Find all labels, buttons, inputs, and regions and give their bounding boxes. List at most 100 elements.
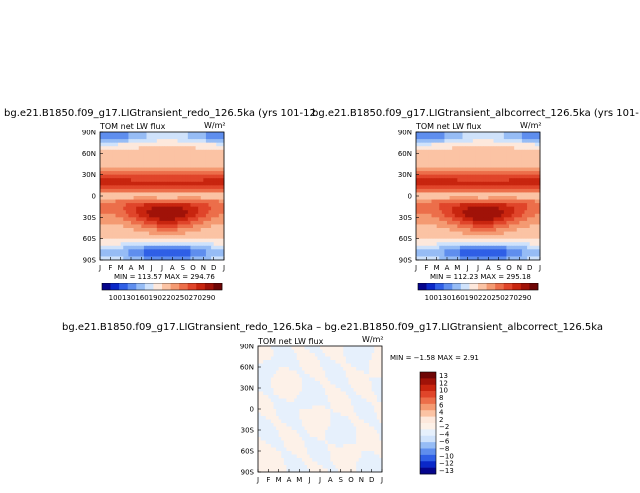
field-cell [363, 356, 367, 361]
field-cell [534, 210, 538, 215]
field-cell [107, 164, 111, 168]
field-cell [527, 188, 531, 193]
field-cell [371, 363, 375, 368]
field-cell [353, 419, 357, 424]
field-cell [416, 256, 419, 261]
field-cell [107, 185, 111, 190]
field-cell [263, 437, 267, 441]
field-cell [527, 206, 531, 211]
field-cell [338, 416, 342, 420]
field-cell [138, 196, 142, 200]
field-cell [187, 171, 191, 176]
field-cell [185, 224, 189, 229]
field-cell [330, 444, 334, 448]
field-cell [356, 426, 360, 431]
field-cell [120, 153, 124, 158]
field-cell [379, 440, 383, 445]
field-cell [475, 139, 479, 144]
field-cell [454, 213, 458, 218]
field-cell [213, 245, 217, 250]
field-cell [340, 349, 344, 354]
field-cell [141, 146, 145, 151]
field-cell [436, 160, 440, 165]
field-cell [309, 398, 313, 403]
field-cell [182, 252, 186, 257]
field-cell [198, 178, 202, 183]
field-cell [493, 210, 497, 215]
field-cell [187, 231, 191, 236]
field-cell [434, 181, 438, 186]
field-cell [338, 395, 342, 399]
field-cell [203, 235, 207, 240]
field-cell [358, 363, 362, 368]
field-cell [146, 188, 150, 193]
field-cell [110, 171, 114, 176]
field-cell [211, 192, 215, 197]
field-cell [164, 164, 168, 168]
field-cell [361, 381, 365, 385]
field-cell [524, 196, 528, 200]
field-cell [294, 363, 298, 368]
field-cell [532, 242, 536, 247]
field-cell [348, 367, 352, 371]
panel1-colorbar: 100 130 160 190 220 250 270 290 [101, 283, 223, 302]
field-cell [190, 213, 194, 218]
field-cell [131, 160, 134, 165]
field-cell [351, 377, 354, 382]
field-cell [314, 402, 318, 406]
field-cell [195, 132, 199, 136]
field-cell [309, 349, 313, 354]
field-cell [516, 245, 520, 250]
field-cell [519, 220, 523, 225]
field-cell [203, 224, 207, 229]
field-cell [345, 363, 349, 368]
field-cell [180, 213, 184, 218]
field-cell [416, 228, 419, 232]
field-cell [529, 206, 533, 211]
field-cell [467, 235, 471, 240]
field-cell [454, 160, 458, 165]
field-cell [537, 224, 541, 229]
field-cell [374, 430, 378, 434]
field-cell [105, 185, 109, 190]
field-cell [221, 213, 225, 218]
field-cell [363, 360, 367, 364]
field-cell [190, 196, 194, 200]
field-cell [208, 238, 212, 243]
field-cell [276, 444, 280, 448]
field-cell [447, 228, 450, 232]
field-cell [514, 231, 518, 236]
field-cell [444, 235, 448, 240]
field-cell [112, 242, 116, 247]
field-cell [198, 210, 202, 215]
field-cell [136, 256, 140, 261]
field-cell [483, 178, 487, 183]
field-cell [511, 146, 515, 151]
field-cell [509, 181, 512, 186]
field-cell [200, 132, 204, 136]
field-cell [421, 185, 425, 190]
field-cell [431, 164, 435, 168]
field-cell [519, 164, 523, 168]
field-cell [167, 156, 171, 161]
field-cell [537, 196, 541, 200]
field-cell [138, 213, 142, 218]
field-cell [434, 249, 438, 254]
field-cell [418, 238, 422, 243]
field-cell [162, 142, 165, 147]
field-cell [416, 235, 419, 240]
field-cell [110, 220, 114, 225]
field-cell [154, 139, 158, 144]
field-cell [462, 171, 466, 176]
field-cell [187, 203, 191, 208]
field-cell [263, 381, 267, 385]
field-cell [330, 346, 334, 350]
field-cell [488, 249, 492, 254]
field-cell [480, 210, 484, 215]
field-cell [156, 160, 160, 165]
field-cell [291, 440, 295, 445]
field-cell [172, 252, 176, 257]
field-cell [309, 384, 313, 389]
field-cell [141, 174, 145, 179]
field-cell [105, 199, 109, 204]
